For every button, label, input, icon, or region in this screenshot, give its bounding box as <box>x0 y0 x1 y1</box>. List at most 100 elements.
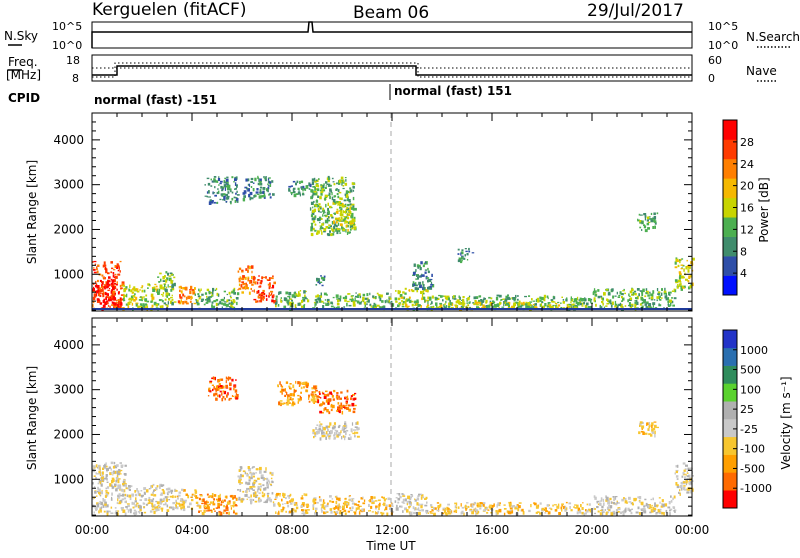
velocity-cell <box>102 467 104 470</box>
velocity-cell <box>326 503 329 506</box>
power-cell <box>434 296 437 299</box>
velocity-cell <box>676 478 679 480</box>
velocity-cell <box>340 408 343 410</box>
velocity-cell <box>413 507 416 511</box>
power-cell <box>301 299 304 303</box>
power-cell <box>455 305 458 308</box>
power-cell <box>601 297 604 300</box>
power-cell <box>308 188 311 190</box>
power-cell <box>104 264 107 267</box>
power-cell <box>451 303 454 306</box>
velocity-cell <box>347 510 350 513</box>
power-cell <box>474 300 477 303</box>
velocity-cell <box>660 505 664 508</box>
velocity-cell <box>166 492 169 495</box>
velocity-cell <box>654 505 657 508</box>
velocity-cell <box>326 409 329 413</box>
power-cell <box>266 188 268 192</box>
power-cell <box>485 306 489 310</box>
velocity-cell <box>344 436 346 441</box>
power-cell <box>212 200 214 202</box>
power-cell <box>208 201 212 205</box>
power-cell <box>322 189 326 192</box>
velocity-cell <box>96 490 99 493</box>
velocity-cell <box>417 507 420 511</box>
velocity-cell <box>331 498 334 500</box>
velocity-cell <box>222 390 225 393</box>
power-cell <box>345 210 347 214</box>
velocity-cell <box>337 497 341 501</box>
velocity-cell <box>548 504 550 507</box>
velocity-cell <box>223 509 227 512</box>
velocity-cell <box>418 493 421 496</box>
power-cell <box>587 298 591 302</box>
power-cell <box>161 300 164 303</box>
velocity-cell <box>225 384 228 388</box>
power-cell <box>233 181 235 183</box>
power-cell <box>597 289 600 292</box>
power-cell <box>262 276 265 279</box>
power-cell <box>270 292 273 296</box>
power-cell <box>114 265 117 268</box>
power-cell <box>151 296 155 300</box>
velocity-cell <box>359 509 362 512</box>
power-cell <box>304 290 307 293</box>
velocity-cell <box>295 506 299 510</box>
velocity-cell <box>258 483 262 485</box>
velocity-cell <box>240 499 243 503</box>
power-cell <box>161 305 164 309</box>
velocity-cell <box>413 511 416 515</box>
power-cell <box>675 280 679 284</box>
power-cell <box>537 299 540 303</box>
power-cell <box>644 302 647 304</box>
power-cell <box>322 305 325 309</box>
velocity-cell <box>395 507 399 511</box>
power-cell <box>193 302 197 305</box>
velocity-cell <box>342 404 345 407</box>
power-cell <box>465 250 468 253</box>
velocity-cell <box>679 485 683 489</box>
velocity-cell <box>330 430 333 434</box>
velocity-cell <box>491 504 494 508</box>
velocity-cell <box>278 510 280 513</box>
velocity-cell <box>101 475 105 480</box>
power-cell <box>593 299 596 302</box>
velocity-cell <box>357 506 360 510</box>
power-cell <box>311 194 314 198</box>
velocity-cell <box>353 407 356 410</box>
velocity-cell <box>402 498 406 502</box>
velocity-cell <box>116 470 119 474</box>
velocity-panel-frame <box>91 317 693 517</box>
power-cell <box>624 292 626 295</box>
velocity-cell <box>331 395 334 398</box>
velocity-cell <box>313 436 315 439</box>
power-cell <box>642 288 645 293</box>
power-cell <box>595 290 597 293</box>
power-cell <box>155 285 158 288</box>
power-cell <box>650 219 654 223</box>
power-cell <box>641 297 644 302</box>
power-cell <box>354 295 358 298</box>
power-cell <box>347 210 351 212</box>
power-cell <box>335 228 337 232</box>
velocity-cell <box>292 511 295 515</box>
power-cell <box>411 303 414 307</box>
velocity-cell <box>327 425 331 428</box>
power-cell <box>532 303 535 306</box>
velocity-cell <box>579 512 582 514</box>
velocity-cell <box>333 422 336 425</box>
velocity-cell <box>657 509 661 513</box>
velocity-cell <box>316 395 320 398</box>
velocity-cell <box>313 497 317 499</box>
velocity-cell <box>114 483 117 486</box>
velocity-cell <box>156 508 160 511</box>
power-cell <box>674 289 677 293</box>
velocity-cell <box>131 493 134 497</box>
velocity-cell <box>691 475 694 477</box>
velocity-cell <box>267 479 270 482</box>
velocity-cell <box>615 509 619 513</box>
power-cell <box>217 178 221 181</box>
velocity-cell <box>444 507 447 510</box>
velocity-cell <box>358 505 361 508</box>
